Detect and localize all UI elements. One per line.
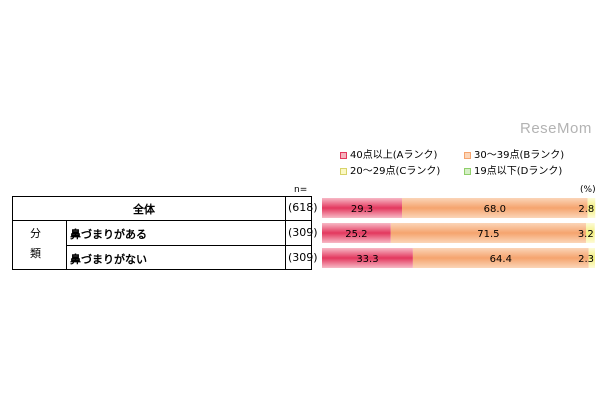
legend-item-d: 19点以下(Dランク)	[464, 162, 562, 177]
legend-swatch-c	[340, 168, 347, 175]
row-n-congested: (309)	[288, 226, 318, 239]
legend-label-b: 30～39点(Bランク)	[474, 150, 565, 161]
row-label-congested: 鼻づまりがある	[70, 228, 147, 241]
bar-value-label-row3-a: 33.3	[356, 254, 378, 265]
bar-segment-row1-c	[587, 198, 596, 218]
bar-value-label-row2-b: 71.5	[477, 229, 499, 240]
bar-segment-row3-b	[412, 248, 589, 268]
legend-item-a: 40点以上(Aランク)	[340, 146, 437, 161]
row-n-not-congested: (309)	[288, 251, 318, 264]
legend-label-c: 20～29点(Cランク)	[350, 166, 441, 177]
bar-segment-row2-a	[322, 223, 391, 243]
group-column-divider	[66, 220, 67, 270]
n-label: n=	[294, 185, 308, 195]
bar-segment-row1-b	[401, 198, 588, 218]
legend-swatch-b	[464, 152, 471, 159]
legend-label-a: 40点以上(Aランク)	[350, 150, 438, 161]
bar-value-label-row3-b: 64.4	[490, 254, 512, 265]
watermark: ReseMom	[520, 120, 592, 137]
legend-swatch-a	[340, 152, 347, 159]
bar-segment-row1-a	[322, 198, 402, 218]
bar-segment-row3-c	[588, 248, 595, 268]
n-column-divider	[285, 196, 286, 270]
legend-label-d: 19点以下(Dランク)	[474, 166, 563, 177]
legend-item-c: 20～29点(Cランク)	[340, 162, 440, 177]
bar-value-label-row1-c: 2.8	[578, 204, 594, 215]
bar-value-label-row1-b: 68.0	[484, 204, 506, 215]
bar-value-label-row2-c: 3.2	[578, 229, 594, 240]
bar-segment-row3-a	[322, 248, 413, 268]
percent-unit-label: (%)	[580, 185, 596, 195]
legend-item-b: 30～39点(Bランク)	[464, 146, 564, 161]
row-n-total: (618)	[288, 201, 318, 214]
bar-value-label-row3-c: 2.3	[578, 254, 594, 265]
row-divider-2	[66, 245, 312, 246]
group-label: 分類	[30, 227, 41, 260]
row-table	[12, 196, 312, 270]
bar-segment-row2-b	[390, 223, 586, 243]
bar-value-label-row2-a: 25.2	[345, 229, 367, 240]
row-label-total: 全体	[133, 203, 155, 216]
legend-swatch-d	[464, 168, 471, 175]
row-divider-1	[12, 220, 312, 221]
row-label-not-congested: 鼻づまりがない	[70, 253, 147, 266]
bar-value-label-row1-a: 29.3	[351, 204, 373, 215]
bar-segment-row2-c	[585, 223, 595, 243]
